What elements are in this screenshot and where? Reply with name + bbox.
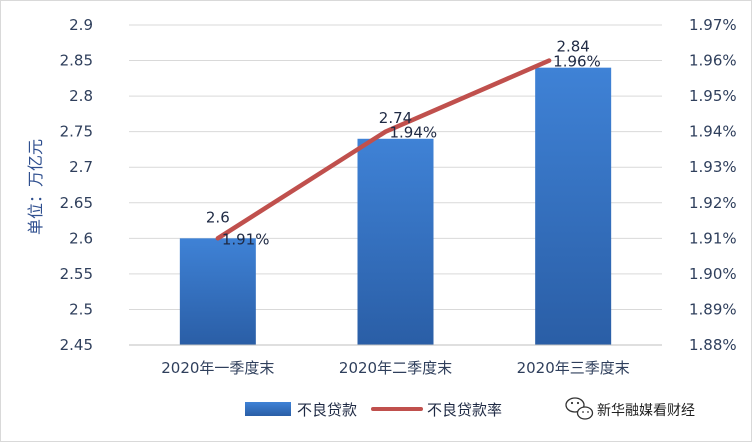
bar-data-label: 2.84: [556, 38, 589, 56]
y-right-tick-label: 1.89%: [689, 300, 737, 318]
bar-data-label: 2.6: [206, 208, 230, 226]
y-right-tick-label: 1.90%: [689, 265, 737, 283]
y-left-tick-label: 2.75: [60, 123, 93, 141]
bar-series: [179, 67, 612, 346]
line-data-label: 1.91%: [222, 230, 270, 248]
y-right-tick-label: 1.88%: [689, 336, 737, 354]
y-left-tick-label: 2.85: [60, 52, 93, 70]
x-tick-label: 2020年一季度末: [161, 359, 274, 377]
y-right-tick-label: 1.91%: [689, 229, 737, 247]
y-right-tick-label: 1.93%: [689, 158, 737, 176]
axes: 2.45 2.5 2.55 2.6 2.65 2.7 2.75 2.8 2.85 2.9 1.88%…: [60, 16, 737, 377]
y-left-tick-label: 2.7: [69, 158, 93, 176]
y-right-tick-label: 1.92%: [689, 194, 737, 212]
legend-bar-swatch: [245, 402, 291, 416]
line-data-label: 1.94%: [390, 124, 438, 142]
data-labels: 2.6 2.74 2.84 1.91% 1.94% 1.96%: [206, 38, 601, 249]
y-right-tick-label: 1.94%: [689, 123, 737, 141]
y-right-tick-label: 1.95%: [689, 87, 737, 105]
line-data-label: 1.96%: [553, 53, 601, 71]
legend: 不良贷款 不良贷款率: [245, 401, 502, 419]
y-left-tick-label: 2.6: [69, 229, 93, 247]
bar: [357, 138, 434, 345]
y-left-tick-label: 2.65: [60, 194, 93, 212]
wechat-icon: [565, 397, 594, 420]
bar: [535, 67, 612, 346]
y-left-tick-label: 2.9: [69, 16, 93, 34]
bar: [179, 238, 256, 345]
watermark: 新华融媒看财经: [565, 397, 695, 420]
watermark-text: 新华融媒看财经: [597, 403, 695, 419]
line-series: [215, 58, 552, 241]
legend-bar-label: 不良贷款: [297, 401, 357, 419]
y-left-tick-label: 2.8: [69, 87, 93, 105]
legend-line-label: 不良贷款率: [427, 401, 502, 419]
y-right-tick-label: 1.97%: [689, 16, 737, 34]
x-tick-label: 2020年三季度末: [517, 359, 630, 377]
y-left-tick-label: 2.55: [60, 265, 93, 283]
y-left-tick-label: 2.45: [60, 336, 93, 354]
y-left-tick-label: 2.5: [69, 300, 93, 318]
y-axis-title: 单位：万亿元: [26, 139, 45, 235]
bar-data-label: 2.74: [379, 109, 412, 127]
x-tick-label: 2020年二季度末: [339, 359, 452, 377]
y-right-tick-label: 1.96%: [689, 52, 737, 70]
